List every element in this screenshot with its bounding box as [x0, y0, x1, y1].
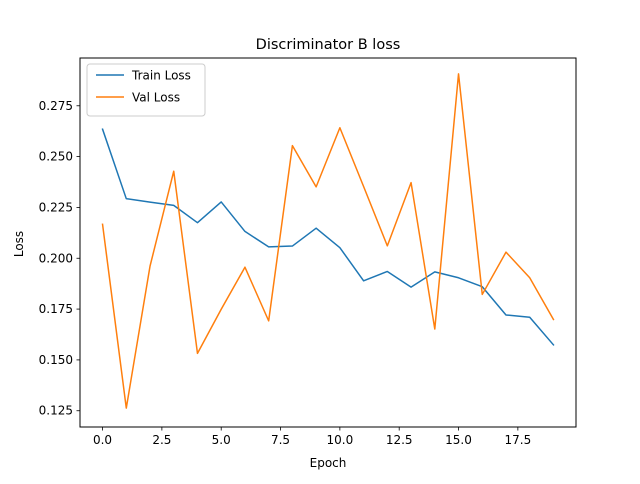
legend-box	[86, 63, 206, 117]
x-tick-label: 2.5	[152, 433, 171, 447]
x-axis-ticks: 0.0 2.5 5.0 7.5 10.0 12.5 15.0 17.5	[93, 427, 531, 447]
x-tick-label: 15.0	[445, 433, 472, 447]
x-tick-label: 7.5	[271, 433, 290, 447]
x-tick-label: 12.5	[386, 433, 413, 447]
y-axis-label: Loss	[12, 231, 26, 257]
y-tick-label: 0.275	[39, 99, 73, 113]
x-tick-label: 10.0	[327, 433, 354, 447]
y-tick-label: 0.150	[39, 353, 73, 367]
legend-label-val-loss: Val Loss	[132, 91, 180, 105]
y-tick-label: 0.200	[39, 251, 73, 265]
x-tick-label: 0.0	[93, 433, 112, 447]
y-tick-label: 0.125	[39, 404, 73, 418]
y-tick-label: 0.250	[39, 150, 73, 164]
x-tick-label: 17.5	[504, 433, 531, 447]
plot-frame	[79, 57, 577, 428]
series-layer	[101, 73, 555, 409]
y-axis-ticks: 0.125 0.150 0.175 0.200 0.225 0.250 0.275	[39, 99, 80, 418]
y-tick-label: 0.225	[39, 200, 73, 214]
train-loss-line	[101, 128, 555, 346]
legend-label-train-loss: Train Loss	[131, 69, 191, 83]
legend: Train Loss Val Loss	[86, 63, 206, 117]
chart-title: Discriminator B loss	[256, 37, 401, 53]
val-loss-line	[101, 73, 555, 409]
x-tick-label: 5.0	[212, 433, 231, 447]
y-tick-label: 0.175	[39, 302, 73, 316]
x-axis-label: Epoch	[310, 456, 347, 470]
